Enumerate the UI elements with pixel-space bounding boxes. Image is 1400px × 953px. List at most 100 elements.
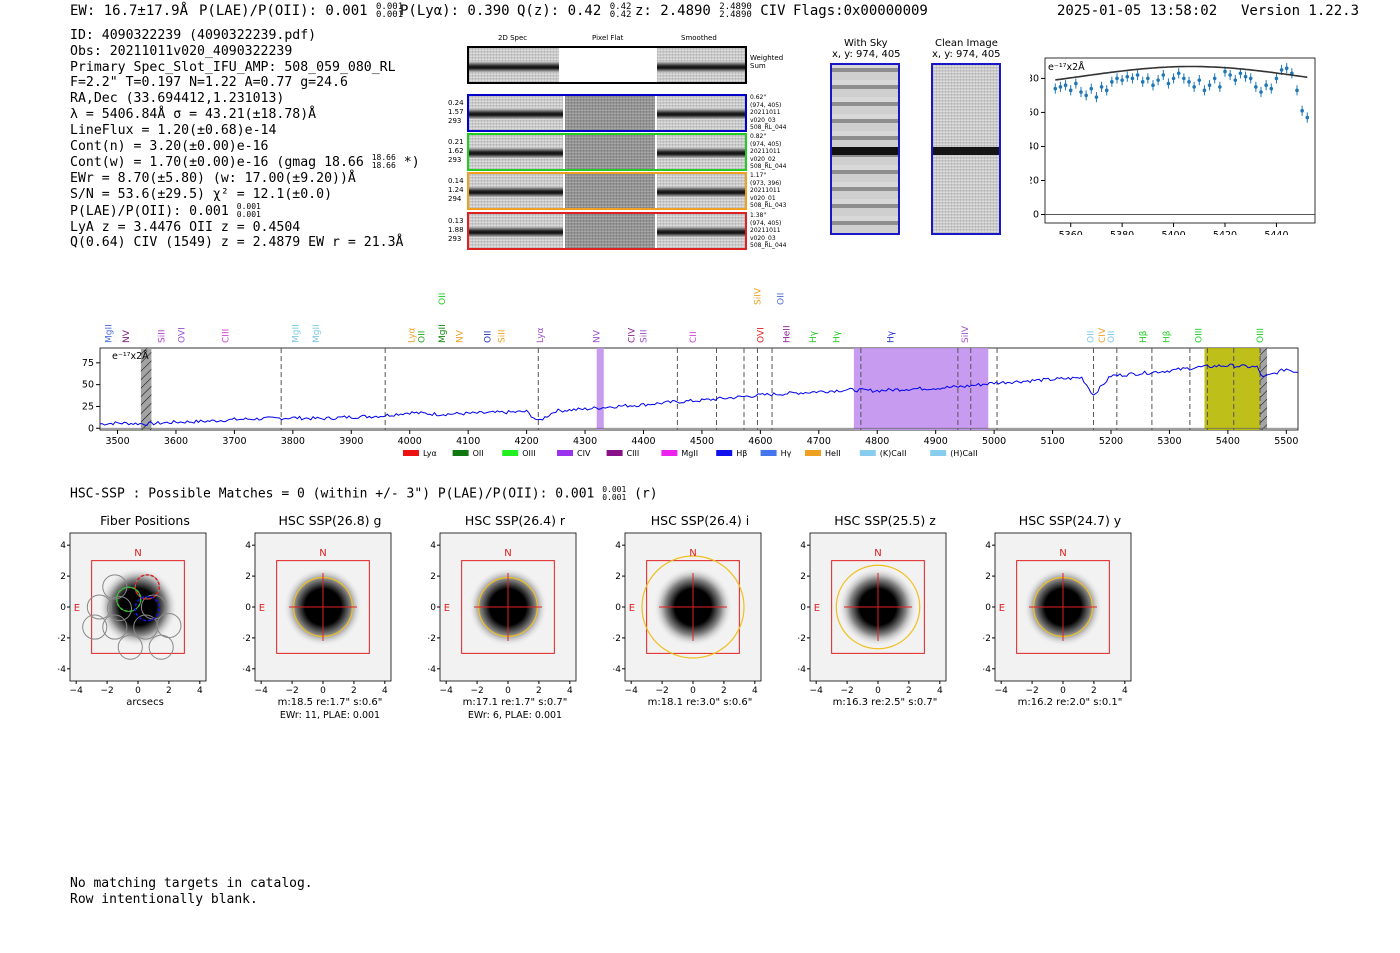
info-id: ID: 4090322239 (4090322239.pdf) — [70, 28, 317, 43]
spec2d-weighted-label: Weighted Sum — [750, 54, 784, 70]
legend-swatch — [760, 450, 777, 456]
spec2d-streak — [469, 187, 563, 197]
legend-label: OII — [473, 449, 484, 458]
footer-block: No matching targets in catalog. Row inte… — [70, 876, 313, 908]
legend-label: HeII — [825, 449, 841, 458]
zoom-data-point — [1295, 88, 1299, 93]
spec2d-right-value: (974, 405) — [750, 140, 782, 148]
hsc-ellipse — [641, 555, 745, 659]
fiber-circle-blue — [134, 595, 161, 622]
emission-line-label: CIV — [628, 327, 638, 343]
spec2d-cell-2d — [469, 174, 563, 208]
spec2d-cell-flat — [565, 214, 655, 248]
hsc-y-tick-label: 4 — [985, 541, 991, 551]
hsc-y-tick-label: 4 — [615, 541, 621, 551]
emission-line-label: MgII — [438, 324, 448, 343]
hsc-east-label: E — [74, 603, 80, 614]
spectrum-flux-line — [99, 363, 1299, 427]
header-z: z: 2.4890 2.4890 2.4890 CIV — [635, 3, 786, 20]
emission-line-label: OVI — [178, 327, 188, 343]
hsc-x-tick-label: −2 — [840, 686, 853, 695]
hsc-y-tick-label: 2 — [245, 572, 251, 582]
hsc-panel-caption-2: EWr: 6, PLAE: 0.001 — [467, 710, 563, 721]
emission-line-label: NV — [455, 329, 465, 343]
zoom-data-point — [1176, 71, 1181, 76]
emission-line-label: NV — [593, 329, 603, 343]
info-block: ID: 4090322239 (4090322239.pdf) Obs: 202… — [70, 28, 420, 251]
hsc-x-tick-label: 0 — [320, 686, 326, 695]
info-radec: RA,Dec (33.694412,1.231013) — [70, 91, 285, 107]
hsc-summary-band: (r) — [634, 486, 658, 502]
spectrum-x-tick-label: 5100 — [1040, 436, 1064, 447]
spec2d-right-value: 20211011 — [750, 109, 781, 117]
hsc-x-tick-label: 4 — [382, 686, 388, 695]
spec2d-left-value: 1.88 — [448, 226, 464, 234]
spec2d-right-value: 508_RL_043 — [750, 202, 787, 210]
spec2d-right-value: (974, 405) — [750, 219, 782, 227]
emission-line-label-top: OII — [438, 293, 448, 305]
legend-swatch — [661, 450, 678, 456]
zoom-line-chart: 5360 5380 5400 5420 5440 0 20 40 60 80 e⁻¹⁷x2Å — [1030, 57, 1316, 235]
hsc-summary-sup: 0.001 — [602, 485, 627, 494]
spec2d-right-value: (974, 405) — [750, 101, 782, 109]
zoom-data-point — [1130, 76, 1135, 81]
hsc-x-tick-label: 2 — [1091, 686, 1097, 695]
hsc-panel-image: N E −4 −4 −2 −2 0 0 2 2 4 4 — [58, 532, 207, 695]
hsc-y-tick-label: 4 — [800, 541, 806, 551]
spectrum-shaded-region — [1204, 348, 1261, 430]
emission-line-label: Hβ — [1139, 330, 1149, 343]
header-plae: P(LAE)/P(OII): 0.001 0.001 0.001 — [199, 2, 404, 20]
zoom-data-point — [1099, 85, 1104, 89]
hsc-y-tick-label: −4 — [983, 665, 991, 675]
hsc-x-tick-label: −4 — [70, 686, 84, 695]
hsc-aperture-box — [91, 560, 185, 654]
header-plae-sup: 0.001 — [376, 2, 404, 12]
spec2d-cell-smooth — [657, 135, 745, 169]
spectrum-units-label: e⁻¹⁷x2Å — [112, 350, 149, 362]
hsc-x-tick-label: −4 — [255, 686, 269, 695]
emission-line-label: SiII — [157, 329, 167, 343]
spec2d-streak — [657, 187, 745, 197]
spec2d-streak — [657, 109, 745, 119]
spec2d-left-value: 294 — [448, 195, 462, 203]
hsc-x-tick-label: 0 — [135, 686, 141, 695]
hsc-y-tick-label: 4 — [245, 541, 251, 551]
spec2d-streak — [657, 148, 745, 158]
zoom-plot-frame — [1044, 57, 1316, 224]
footer-line-2: Row intentionally blank. — [70, 891, 258, 907]
emission-line-label: MgII — [105, 324, 115, 343]
hsc-panel-image: N E −4 −4 −2 −2 0 0 2 2 4 4 — [613, 532, 762, 695]
spec2d-row-1-right: 0.82" (974, 405) 20211011 v020_02 508_RL_044 — [750, 133, 786, 171]
zoom-data-point — [1284, 66, 1289, 71]
emission-line-label: SiIV — [961, 325, 971, 343]
spec2d-cell-flat — [565, 174, 655, 208]
hsc-north-label: N — [1059, 548, 1066, 559]
legend-swatch — [502, 450, 519, 456]
footer-line-1: No matching targets in catalog. — [70, 876, 313, 891]
hsc-panel-title: HSC SSP(24.7) y — [1018, 513, 1122, 528]
spectrum-y-tick-label: 0 — [88, 423, 94, 434]
cutout-sky-title: With Sky — [844, 38, 888, 49]
hsc-y-tick-label: 0 — [430, 603, 436, 613]
zoom-data-point — [1218, 85, 1222, 89]
hsc-y-tick-label: 0 — [800, 603, 806, 613]
zoom-data-point — [1140, 80, 1145, 84]
hsc-y-tick-label: −4 — [58, 665, 66, 675]
zoom-data-point — [1120, 78, 1124, 82]
info-gmag-sup: 18.66 — [371, 153, 396, 163]
fiber-circle — [102, 614, 128, 640]
zoom-data-point — [1305, 115, 1310, 120]
spectrum-y-tick-label: 75 — [82, 358, 94, 369]
info-ewr: EWr = 8.70(±5.80) (w: 17.00(±9.20))Å — [70, 171, 356, 187]
zoom-y-tick-label: 0 — [1033, 209, 1039, 220]
zoom-data-point — [1212, 76, 1217, 81]
hsc-y-tick-label: 4 — [430, 541, 436, 551]
spec2d-row-3-right: 1.38" (974, 405) 20211011 v020_03 508_RL_044 — [750, 212, 786, 250]
info-lya-z: LyA z = 3.4476 OII z = 0.4504 — [70, 219, 301, 235]
legend-label: (H)CaII — [950, 449, 977, 458]
fiber-circle — [156, 612, 182, 639]
zoom-data-point — [1079, 90, 1083, 94]
zoom-data-point — [1187, 80, 1191, 84]
hsc-x-tick-label: −4 — [625, 686, 639, 695]
spectrum-hatch-region — [140, 348, 152, 430]
